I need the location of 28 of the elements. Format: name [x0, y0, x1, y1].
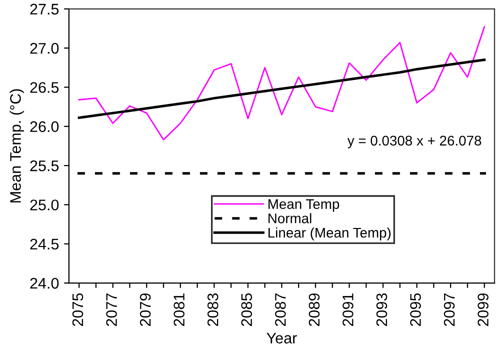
x-tick-label: 2093 [376, 293, 388, 326]
x-tick-label: 2079 [140, 293, 151, 326]
y-tick-label: 27.5 [30, 4, 59, 15]
y-tick-label: 25.5 [30, 160, 59, 172]
y-tick-label: 26.0 [30, 121, 59, 132]
x-tick-label: 2081 [174, 293, 185, 326]
x-tick-label: 2083 [207, 293, 218, 326]
legend-label: Linear (Mean Temp) [268, 227, 391, 240]
y-tick-label: 25.0 [30, 200, 59, 210]
y-tick-label: 27.0 [30, 42, 59, 54]
x-tick-label: 2099 [478, 293, 488, 326]
legend-label: Mean Temp [268, 199, 340, 212]
y-tick-label: 24.5 [30, 238, 59, 250]
line-series [78, 58, 486, 120]
x-tick-label: 2095 [410, 293, 421, 326]
x-tick-label: 2077 [106, 294, 117, 326]
x-tick-label: 2085 [241, 293, 252, 326]
legend-label: Normal [268, 213, 312, 224]
x-axis-title: Year [266, 332, 297, 344]
x-tick-label: 2075 [72, 293, 84, 326]
x-tick-label: 2089 [308, 293, 320, 326]
y-axis-title: Mean Temp. (°C) [10, 89, 24, 202]
x-tick-label: 2087 [275, 294, 286, 326]
x-tick-label: 2097 [444, 294, 455, 326]
y-tick-label: 26.5 [30, 82, 59, 93]
annotation: y = 0.0308 x + 26.078 [347, 136, 482, 148]
y-tick-label: 24.0 [30, 278, 59, 289]
x-tick-label: 2091 [342, 293, 354, 326]
